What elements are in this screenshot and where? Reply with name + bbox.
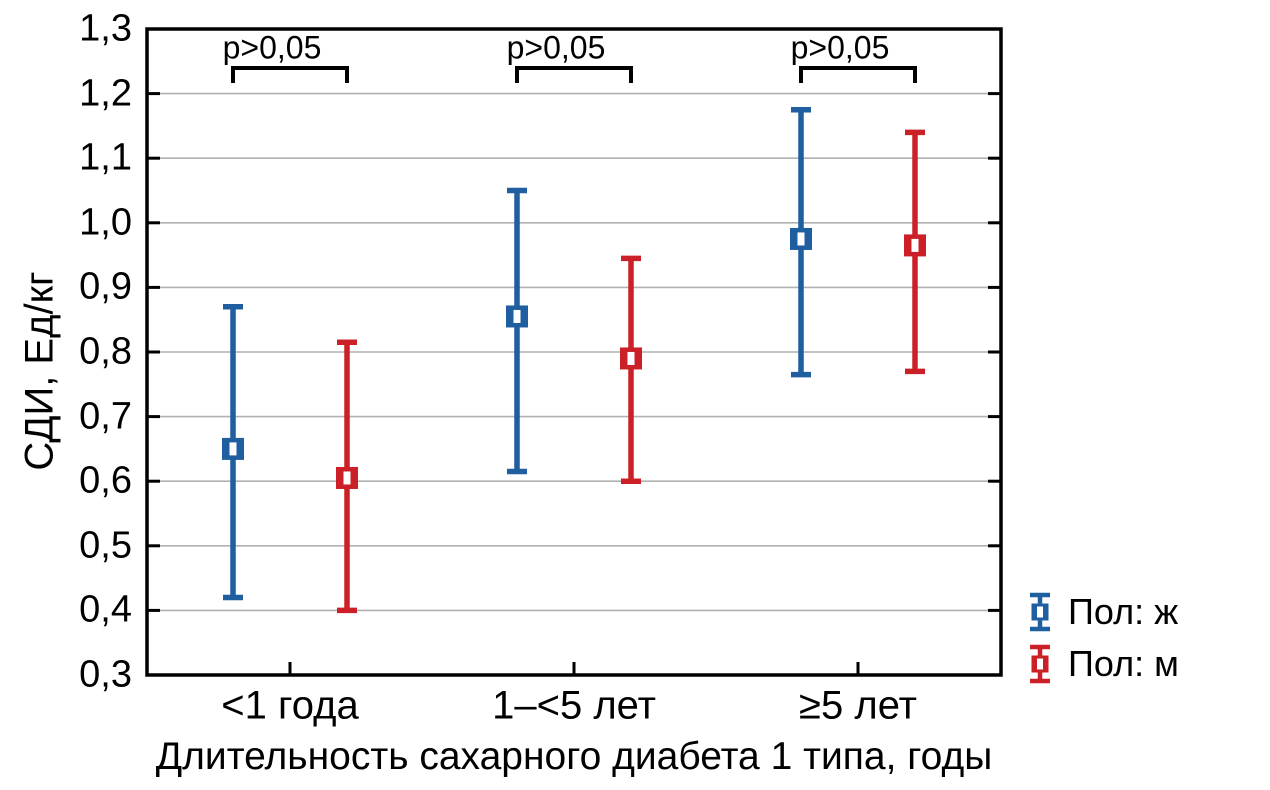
- y-tick-label: 1,1: [79, 136, 132, 179]
- mean-marker-slot: [911, 238, 919, 252]
- mean-marker-slot: [797, 232, 805, 246]
- mean-marker-slot: [229, 442, 237, 456]
- y-tick-label: 0,8: [79, 330, 132, 373]
- y-tick-label: 0,6: [79, 459, 132, 502]
- significance-bracket: [799, 66, 917, 83]
- significance-bracket: [231, 66, 349, 83]
- mean-marker-slot: [343, 471, 351, 485]
- x-category-label: <1 года: [221, 683, 359, 728]
- p-value-annotation: p>0,05: [790, 29, 890, 66]
- legend-marker-slot: [1037, 658, 1043, 670]
- mean-marker-slot: [513, 309, 521, 323]
- y-tick-label: 1,2: [79, 72, 132, 115]
- y-axis-title: СДИ, Ед/кг: [17, 271, 62, 471]
- significance-bracket: [515, 66, 633, 83]
- legend-label-male: Пол: м: [1068, 643, 1179, 684]
- x-category-label: 1–<5 лет: [492, 683, 656, 728]
- y-tick-label: 0,9: [79, 265, 132, 308]
- plot-border: [145, 27, 1003, 677]
- y-tick-label: 0,3: [79, 653, 132, 696]
- x-axis-title: Длительность сахарного диабета 1 типа, г…: [155, 735, 993, 778]
- y-tick-label: 0,4: [79, 588, 132, 631]
- y-tick-label: 0,7: [79, 395, 132, 438]
- y-tick-label: 0,5: [79, 524, 132, 567]
- legend-marker-slot: [1037, 606, 1043, 618]
- p-value-annotation: p>0,05: [222, 29, 322, 66]
- mean-marker-slot: [627, 351, 635, 365]
- legend-label-female: Пол: ж: [1068, 591, 1179, 632]
- y-tick-label: 1,0: [79, 201, 132, 244]
- y-tick-label: 1,3: [79, 7, 132, 50]
- p-value-annotation: p>0,05: [506, 29, 606, 66]
- x-category-label: ≥5 лет: [799, 683, 917, 728]
